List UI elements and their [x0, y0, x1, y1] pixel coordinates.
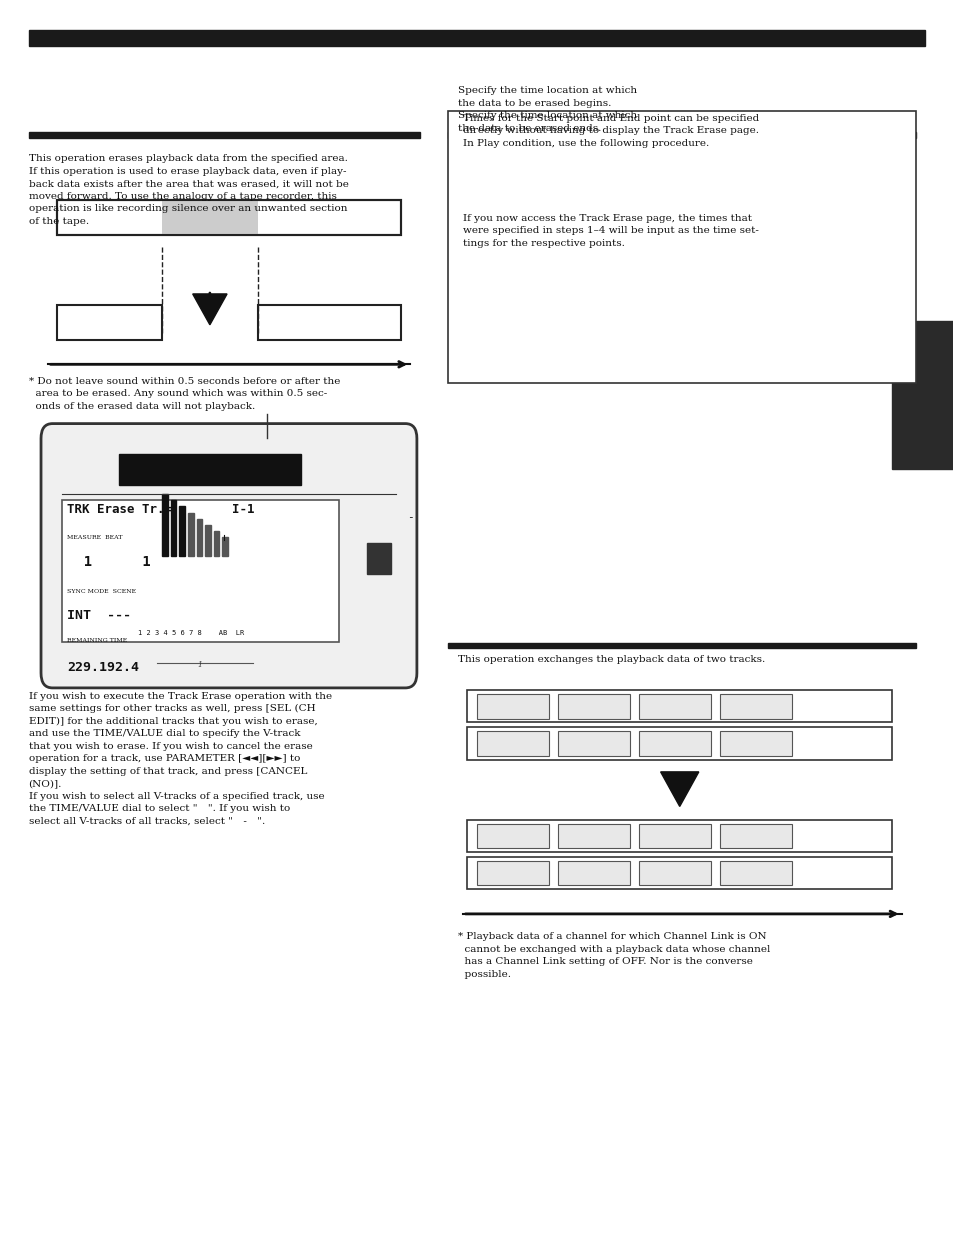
Text: TRK Erase Tr.=        I-1: TRK Erase Tr.= I-1 [67, 503, 254, 516]
Bar [558, 694, 629, 719]
Text: 229.192.4: 229.192.4 [67, 661, 138, 674]
Bar [367, 543, 391, 574]
Bar [57, 200, 400, 235]
Text: This operation erases playback data from the specified area.
If this operation i: This operation erases playback data from… [29, 154, 348, 226]
Bar [62, 500, 338, 642]
Text: INT  ---: INT --- [67, 609, 131, 622]
Bar [222, 537, 228, 556]
Text: -: - [407, 513, 414, 522]
Bar [162, 200, 257, 235]
Bar [476, 731, 548, 756]
Bar [188, 513, 193, 556]
Bar [467, 857, 891, 889]
Bar [467, 820, 891, 852]
Bar [558, 731, 629, 756]
Bar [467, 727, 891, 760]
Bar [257, 305, 400, 340]
Bar [639, 731, 710, 756]
Bar [558, 824, 629, 848]
Bar [205, 525, 211, 556]
Text: If you wish to execute the Track Erase operation with the
same settings for othe: If you wish to execute the Track Erase o… [29, 692, 332, 826]
Bar [476, 694, 548, 719]
Bar [29, 132, 419, 138]
Polygon shape [659, 772, 698, 806]
Bar [57, 200, 400, 235]
Bar [467, 690, 891, 722]
Bar [720, 694, 791, 719]
Text: SYNC MODE  SCENE: SYNC MODE SCENE [67, 589, 135, 594]
Bar [196, 519, 202, 556]
FancyBboxPatch shape [448, 111, 915, 383]
Text: 1 2 3 4 5 6 7 8    AB  LR: 1 2 3 4 5 6 7 8 AB LR [138, 630, 244, 636]
Bar [639, 694, 710, 719]
Bar [29, 30, 924, 46]
Text: This operation exchanges the playback data of two tracks.: This operation exchanges the playback da… [457, 655, 764, 663]
Bar [476, 861, 548, 885]
Bar [639, 861, 710, 885]
Text: Times for the Start point and End point can be specified
directly without having: Times for the Start point and End point … [462, 114, 759, 248]
Bar [476, 824, 548, 848]
Bar [213, 531, 219, 556]
Bar [558, 861, 629, 885]
Text: REMAINING TIME: REMAINING TIME [67, 638, 127, 643]
Bar [162, 494, 168, 556]
Bar [891, 321, 953, 469]
Text: MEASURE  BEAT: MEASURE BEAT [67, 535, 122, 540]
Text: Specify the time location at which
the data to be erased begins.
Specify the tim: Specify the time location at which the d… [457, 86, 637, 133]
FancyBboxPatch shape [41, 424, 416, 688]
Text: * Do not leave sound within 0.5 seconds before or after the
  area to be erased.: * Do not leave sound within 0.5 seconds … [29, 377, 339, 411]
Text: 1      1: 1 1 [67, 555, 151, 568]
Bar [448, 132, 915, 138]
Bar [639, 824, 710, 848]
Text: * Playback data of a channel for which Channel Link is ON
  cannot be exchanged : * Playback data of a channel for which C… [457, 932, 769, 979]
Bar [448, 643, 915, 648]
Bar [57, 305, 162, 340]
Bar [171, 500, 176, 556]
Bar [720, 824, 791, 848]
Bar [720, 731, 791, 756]
Bar [119, 454, 300, 485]
Polygon shape [193, 294, 227, 325]
Bar [179, 506, 185, 556]
Text: 1: 1 [197, 662, 203, 669]
Bar [720, 861, 791, 885]
